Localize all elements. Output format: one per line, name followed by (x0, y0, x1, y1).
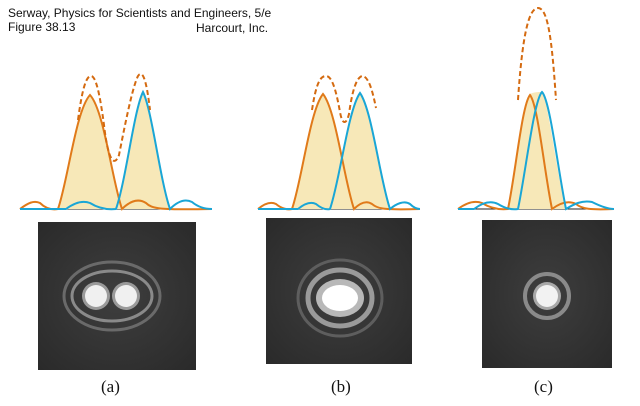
peak-a-right-fill (116, 92, 170, 209)
curve-b-source2 (258, 91, 421, 211)
photo-a-disc-left (85, 285, 107, 307)
curve-b-source1 (257, 92, 421, 211)
curve-c-sum (517, 6, 557, 101)
curve-c-source2 (458, 90, 615, 211)
photo-c (482, 220, 612, 368)
panel-label-a: (a) (101, 377, 120, 396)
book-title: Serway, Physics for Scientists and Engin… (8, 6, 272, 20)
peak-b-right-fill (330, 93, 390, 209)
figure-number: Figure 38.13 (8, 20, 76, 34)
photo-a-outer-ring (62, 260, 162, 332)
plot-c (457, 6, 615, 211)
publisher: Harcourt, Inc. (196, 21, 269, 35)
photo-a (38, 222, 196, 370)
photo-b-core (322, 285, 358, 311)
photo-b-outer-ring (296, 258, 384, 338)
photo-a-inner-ring (70, 269, 154, 323)
curve-b-sum (311, 74, 377, 123)
plot-b (257, 74, 421, 211)
plot-a (19, 73, 213, 211)
curve-a-source2 (20, 89, 213, 211)
curve-a-source1 (19, 93, 213, 211)
curve-a-sum (77, 73, 151, 162)
panel-label-c: (c) (534, 377, 553, 396)
photo-c-ring (523, 272, 571, 320)
photo-b-middle-ring (305, 267, 375, 329)
photo-a-disc-right (115, 285, 137, 307)
photo-b (266, 218, 412, 364)
peak-a-left-fill (58, 95, 122, 209)
panel-label-b: (b) (331, 377, 351, 396)
photo-c-core (536, 285, 558, 307)
